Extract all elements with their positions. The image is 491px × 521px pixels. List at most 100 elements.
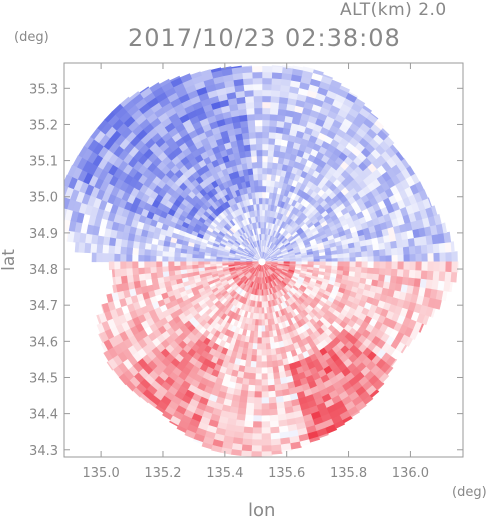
radar-cell — [91, 252, 97, 263]
radar-cell — [307, 261, 315, 265]
radar-cell — [83, 242, 92, 254]
radar-cell — [271, 65, 283, 68]
radar-cell — [143, 255, 151, 263]
radar-cell — [252, 89, 263, 97]
radar-cell — [261, 65, 273, 73]
x-tick-label: 135.8 — [330, 466, 367, 481]
radar-cell — [261, 131, 270, 139]
radar-cell — [367, 255, 375, 263]
radar-cell — [265, 261, 273, 263]
radar-cell — [427, 261, 435, 272]
x-unit-label: (deg) — [452, 485, 487, 500]
radar-cell — [245, 360, 252, 368]
radar-cell — [268, 396, 278, 404]
radar-cell — [131, 254, 139, 263]
radar-cell — [252, 95, 263, 103]
radar-cell — [173, 252, 181, 258]
chart-title: 2017/10/23 02:38:08 — [128, 24, 401, 52]
radar-cell — [343, 256, 351, 263]
radar-cell — [457, 261, 459, 273]
radar-cell — [252, 421, 263, 429]
y-tick-label: 34.3 — [29, 444, 58, 459]
radar-cell — [149, 249, 157, 257]
radar-cell — [403, 253, 411, 263]
radar-cell — [253, 409, 263, 417]
radar-cell — [397, 261, 405, 270]
y-tick-label: 35.1 — [29, 155, 58, 170]
radar-cell — [256, 161, 263, 169]
radar-cell — [125, 247, 134, 256]
radar-cell — [258, 307, 263, 315]
radar-cell — [242, 77, 253, 86]
radar-cell — [391, 254, 399, 263]
radar-cell — [384, 274, 392, 283]
radar-cell — [255, 373, 263, 381]
radar-cell — [261, 409, 271, 417]
radar-cell — [257, 179, 263, 187]
radar-cell — [432, 242, 441, 254]
radar-cell — [267, 137, 276, 145]
radar-cell — [251, 354, 258, 363]
radar-cell — [143, 267, 151, 275]
radar-cell — [439, 261, 447, 272]
radar-cell — [410, 172, 420, 185]
radar-cell — [271, 444, 283, 452]
radar-cell — [257, 331, 263, 339]
radar-cell — [391, 261, 399, 270]
radar-cell — [273, 144, 281, 152]
radar-cell — [155, 255, 163, 263]
radar-cell — [251, 71, 263, 79]
radar-cell — [261, 415, 271, 423]
radar-cell — [251, 439, 263, 447]
radar-cell — [173, 261, 181, 267]
radar-cell — [261, 125, 270, 133]
y-tick-label: 35.0 — [29, 191, 58, 206]
radar-cell — [246, 396, 256, 404]
radar-cell — [396, 268, 405, 278]
radar-cell — [95, 244, 104, 254]
radar-cell — [408, 245, 417, 255]
radar-cell — [265, 173, 272, 181]
radar-cell — [302, 66, 314, 73]
radar-cell — [251, 161, 258, 169]
radar-cell — [349, 266, 357, 272]
radar-cell — [373, 261, 381, 269]
y-tick-label: 34.9 — [29, 227, 58, 242]
y-tick-label: 34.5 — [29, 371, 58, 386]
radar-cell — [261, 215, 265, 223]
radar-cell — [267, 378, 276, 386]
radar-cell — [414, 244, 423, 255]
radar-cell — [119, 254, 127, 263]
radar-cell — [450, 241, 455, 253]
radar-cell — [256, 343, 263, 351]
radar-cell — [261, 361, 268, 369]
radar-cell — [408, 269, 417, 279]
radar-cell — [268, 390, 277, 398]
radar-cell — [253, 107, 263, 115]
radar-cell — [251, 77, 263, 85]
radar-cell — [261, 107, 271, 115]
y-tick-label: 34.8 — [29, 263, 58, 278]
radar-cell — [261, 77, 272, 85]
radar-cell — [270, 432, 281, 440]
radar-cell — [261, 403, 271, 411]
radar-cell — [113, 268, 122, 278]
radar-cell — [89, 243, 98, 254]
radar-cell — [266, 354, 273, 363]
y-tick-label: 34.4 — [29, 408, 58, 423]
radar-cell — [361, 255, 369, 263]
radar-cell — [355, 256, 363, 263]
radar-cell — [245, 107, 255, 115]
radar-cell — [420, 244, 429, 254]
radar-cell — [403, 261, 411, 270]
radar-cell — [107, 245, 116, 255]
radar-cell — [367, 267, 375, 274]
radar-cell — [372, 267, 381, 275]
radar-cell — [191, 257, 199, 263]
radar-cell — [255, 367, 263, 375]
radar-cell — [261, 355, 268, 363]
radar-cell — [409, 261, 417, 271]
radar-cell — [271, 162, 278, 170]
radar-cell — [444, 271, 453, 283]
